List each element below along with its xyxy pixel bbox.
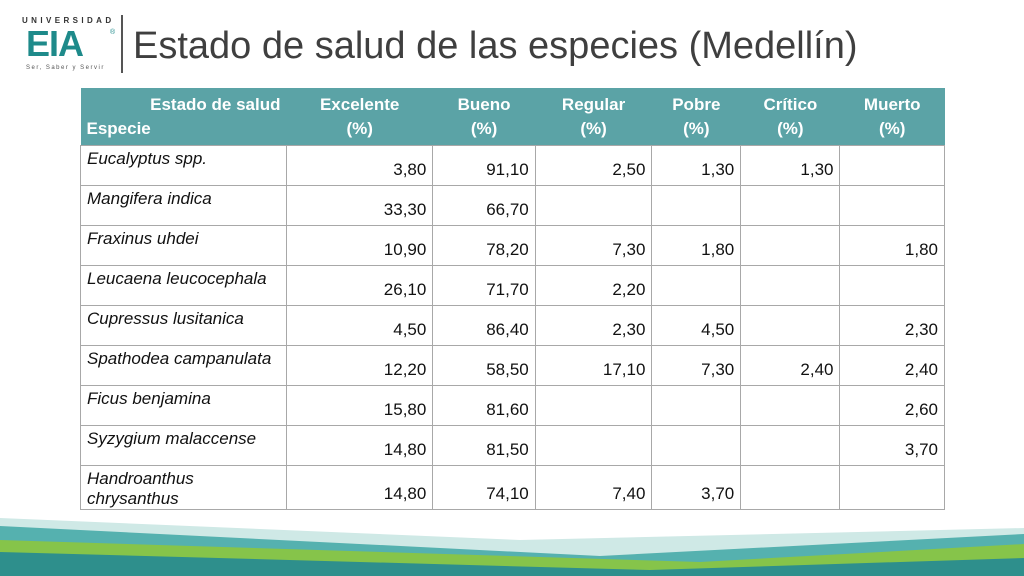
value-cell: [740, 265, 841, 306]
university-logo: UNIVERSIDAD EIA ® Ser, Saber y Servir: [18, 12, 118, 74]
decorative-wave-band: [0, 518, 1024, 576]
value-cell: [740, 385, 841, 426]
column-header: Regular (%): [535, 88, 652, 146]
value-cell: [740, 225, 841, 266]
table-row: Ficus benjamina 15,80 81,60 2,60: [80, 385, 945, 426]
value-cell: 71,70: [432, 265, 536, 306]
value-cell: [651, 385, 742, 426]
value-cell: 2,30: [534, 305, 653, 346]
table-row: Handroanthus chrysanthus 14,80 74,10 7,4…: [80, 465, 945, 510]
value-cell: [839, 465, 945, 510]
value-cell: 2,60: [839, 385, 945, 426]
value-cell: 17,10: [534, 345, 653, 386]
value-cell: 66,70: [432, 185, 536, 226]
species-cell: Fraxinus uhdei: [80, 225, 287, 266]
value-cell: [534, 385, 653, 426]
species-cell: Mangifera indica: [80, 185, 287, 226]
corner-header-status: Estado de salud: [150, 95, 281, 114]
value-cell: [740, 305, 841, 346]
value-cell: [651, 185, 742, 226]
value-cell: 12,20: [285, 345, 434, 386]
species-cell: Handroanthus chrysanthus: [80, 465, 287, 510]
logo-university-text: UNIVERSIDAD: [22, 16, 115, 25]
value-cell: 4,50: [651, 305, 742, 346]
value-cell: 1,80: [839, 225, 945, 266]
value-cell: 15,80: [285, 385, 434, 426]
value-cell: [534, 425, 653, 466]
species-cell: Cupressus lusitanica: [80, 305, 287, 346]
table-row: Eucalyptus spp. 3,80 91,10 2,50 1,30 1,3…: [80, 145, 945, 186]
value-cell: [651, 265, 742, 306]
column-header: Muerto (%): [839, 88, 945, 146]
table-row: Leucaena leucocephala 26,10 71,70 2,20: [80, 265, 945, 306]
value-cell: 81,60: [432, 385, 536, 426]
corner-header-species: Especie: [86, 119, 151, 138]
value-cell: [839, 145, 945, 186]
table-row: Fraxinus uhdei 10,90 78,20 7,30 1,80 1,8…: [80, 225, 945, 266]
species-cell: Syzygium malaccense: [80, 425, 287, 466]
value-cell: 1,30: [651, 145, 742, 186]
page-title: Estado de salud de las especies (Medellí…: [133, 25, 858, 67]
value-cell: 3,70: [839, 425, 945, 466]
value-cell: 2,20: [534, 265, 653, 306]
value-cell: 81,50: [432, 425, 536, 466]
value-cell: 33,30: [285, 185, 434, 226]
value-cell: 2,40: [740, 345, 841, 386]
value-cell: 74,10: [432, 465, 536, 510]
corner-header: Estado de salud Especie: [80, 88, 287, 146]
value-cell: [651, 425, 742, 466]
logo-registered-mark: ®: [110, 29, 116, 36]
logo-divider: [121, 15, 123, 73]
value-cell: [740, 425, 841, 466]
column-header: Excelente (%): [286, 88, 433, 146]
value-cell: 7,30: [651, 345, 742, 386]
value-cell: 26,10: [285, 265, 434, 306]
value-cell: 14,80: [285, 465, 434, 510]
value-cell: 2,30: [839, 305, 945, 346]
value-cell: [740, 185, 841, 226]
value-cell: 3,80: [285, 145, 434, 186]
species-cell: Leucaena leucocephala: [80, 265, 287, 306]
value-cell: 58,50: [432, 345, 536, 386]
value-cell: 1,80: [651, 225, 742, 266]
value-cell: 7,40: [534, 465, 653, 510]
table-row: Syzygium malaccense 14,80 81,50 3,70: [80, 425, 945, 466]
value-cell: 86,40: [432, 305, 536, 346]
value-cell: 7,30: [534, 225, 653, 266]
table-header-row: Estado de salud Especie Excelente (%) Bue…: [80, 88, 945, 146]
logo-mark: EIA: [26, 23, 84, 64]
value-cell: 3,70: [651, 465, 742, 510]
value-cell: 10,90: [285, 225, 434, 266]
value-cell: 91,10: [432, 145, 536, 186]
value-cell: 2,50: [534, 145, 653, 186]
value-cell: [740, 465, 841, 510]
table-row: Cupressus lusitanica 4,50 86,40 2,30 4,5…: [80, 305, 945, 346]
species-cell: Spathodea campanulata: [80, 345, 287, 386]
value-cell: 4,50: [285, 305, 434, 346]
value-cell: [534, 185, 653, 226]
value-cell: [839, 265, 945, 306]
column-header: Pobre (%): [651, 88, 741, 146]
table-row: Mangifera indica 33,30 66,70: [80, 185, 945, 226]
value-cell: [839, 185, 945, 226]
column-header: Crítico (%): [740, 88, 840, 146]
value-cell: 1,30: [740, 145, 841, 186]
species-cell: Eucalyptus spp.: [80, 145, 287, 186]
value-cell: 78,20: [432, 225, 536, 266]
value-cell: 14,80: [285, 425, 434, 466]
column-header: Bueno (%): [432, 88, 536, 146]
logo-tagline: Ser, Saber y Servir: [26, 65, 105, 71]
species-cell: Ficus benjamina: [80, 385, 287, 426]
health-status-table: Estado de salud Especie Excelente (%) Bue…: [80, 88, 945, 510]
table-row: Spathodea campanulata 12,20 58,50 17,10 …: [80, 345, 945, 386]
value-cell: 2,40: [839, 345, 945, 386]
